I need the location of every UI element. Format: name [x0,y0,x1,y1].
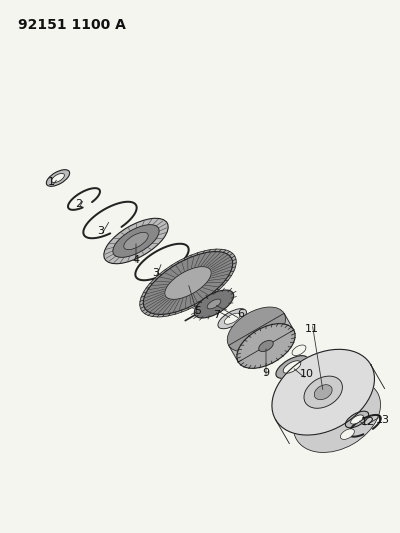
Ellipse shape [283,361,301,373]
Ellipse shape [143,252,233,314]
Ellipse shape [207,299,221,309]
Ellipse shape [46,169,70,187]
Ellipse shape [340,429,354,439]
Text: 3: 3 [98,225,104,236]
Text: 10: 10 [299,369,314,379]
Text: 7: 7 [213,310,220,320]
Ellipse shape [124,232,148,249]
Ellipse shape [350,415,364,424]
Ellipse shape [224,313,240,324]
Ellipse shape [345,411,369,428]
Ellipse shape [237,324,295,368]
Ellipse shape [293,379,380,453]
Text: 12: 12 [360,417,374,427]
Text: 92151 1100 A: 92151 1100 A [18,18,126,32]
Ellipse shape [52,173,64,183]
Text: 2: 2 [75,199,82,209]
Text: 13: 13 [376,415,390,425]
Ellipse shape [314,385,332,400]
Ellipse shape [259,341,273,352]
Polygon shape [272,349,374,435]
Ellipse shape [276,356,308,378]
Text: 11: 11 [305,324,319,334]
Text: 9: 9 [262,368,270,378]
Ellipse shape [292,345,306,356]
Ellipse shape [304,376,342,408]
Ellipse shape [194,290,234,318]
Text: 4: 4 [132,255,140,265]
Ellipse shape [113,224,159,257]
Ellipse shape [104,219,168,264]
Text: 3: 3 [152,268,160,278]
Ellipse shape [218,309,246,329]
Text: 5: 5 [194,306,202,316]
Ellipse shape [227,307,286,352]
Text: 1: 1 [48,177,55,187]
Ellipse shape [165,266,211,300]
Ellipse shape [140,249,236,317]
Text: 6: 6 [237,309,244,319]
Polygon shape [229,313,294,362]
